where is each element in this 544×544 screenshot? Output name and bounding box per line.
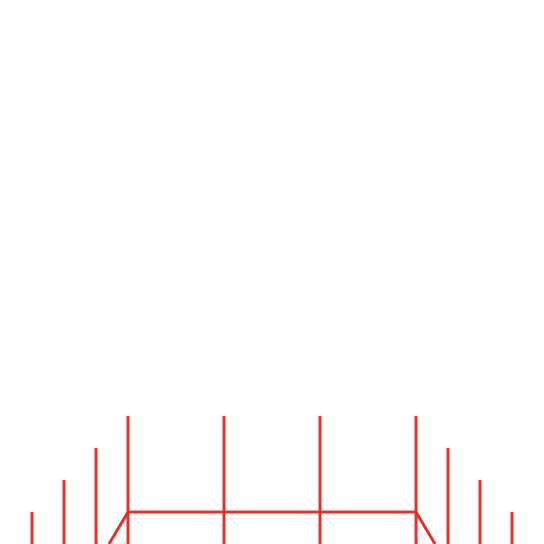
diagonal-leg-right [414,511,437,544]
line-art-group [30,416,514,544]
diagonal-leg-left [107,511,130,544]
